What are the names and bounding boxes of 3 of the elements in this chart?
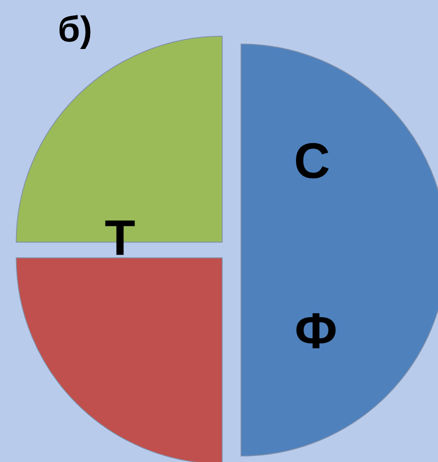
- text: Ф: [296, 313, 336, 348]
- text: С: [296, 143, 329, 178]
- chart-title: б): [59, 15, 90, 49]
